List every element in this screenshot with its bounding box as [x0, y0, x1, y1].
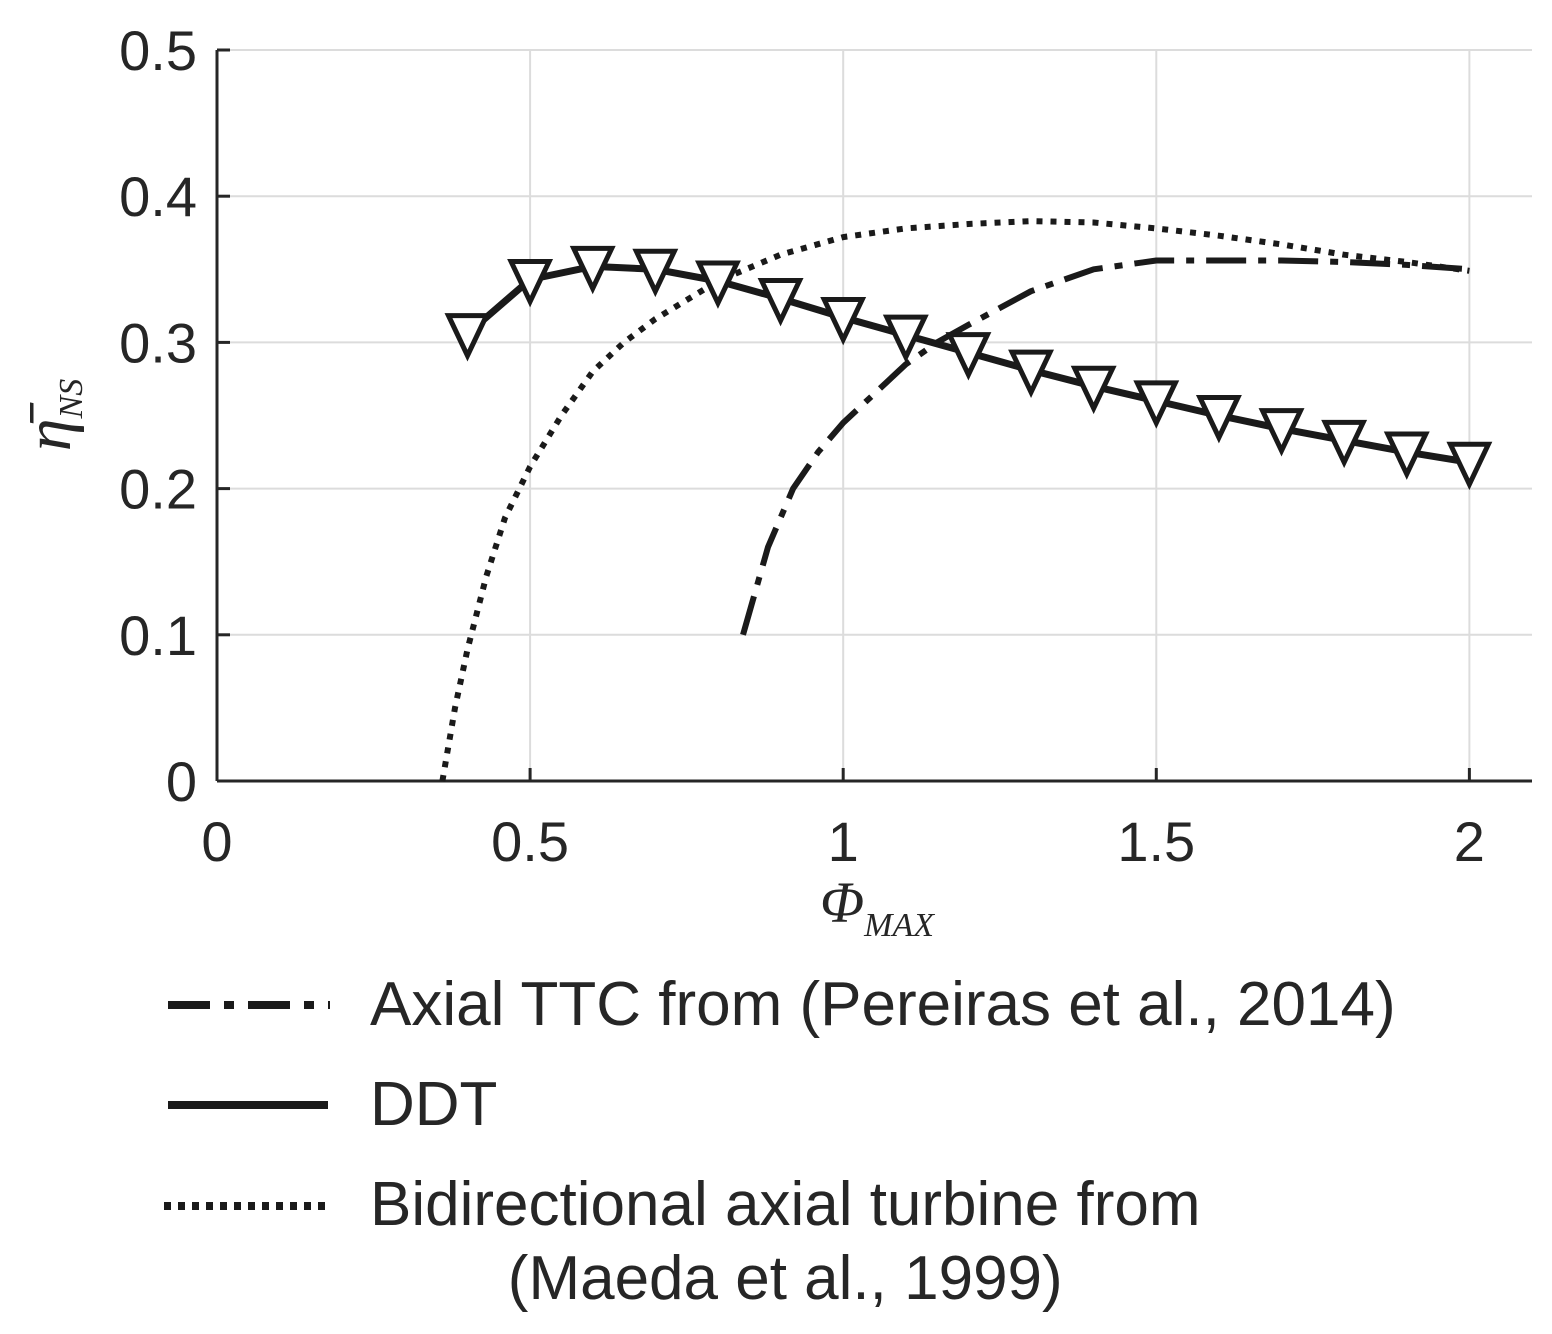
series-line-0 — [740, 257, 1470, 636]
y-tick-label-2: 0.2 — [119, 458, 197, 521]
x-tick-label-2: 1 — [828, 810, 859, 873]
x-tick-label-1: 0.5 — [491, 810, 569, 873]
ddt-marker-13 — [1258, 408, 1305, 457]
legend-label-axial-ttc: Axial TTC from (Pereiras et al., 2014) — [370, 970, 1396, 1039]
ddt-marker-10 — [1070, 365, 1117, 415]
ddt-marker-7 — [882, 314, 929, 363]
legend-swatch-solid — [168, 1101, 328, 1109]
ddt-marker-16 — [1446, 441, 1493, 491]
ddt-marker-1 — [507, 259, 554, 308]
y-axis-label: η̄NS — [12, 379, 90, 451]
ddt-marker-0 — [444, 313, 491, 362]
ddt-marker-6 — [820, 297, 867, 346]
ddt-marker-11 — [1133, 380, 1180, 429]
legend: Axial TTC from (Pereiras et al., 2014) D… — [150, 960, 1540, 1316]
grid-lines — [217, 49, 1532, 781]
y-tick-label-5: 0.5 — [119, 19, 197, 82]
y-axis-label-sub: NS — [53, 379, 90, 420]
x-axis-ticks: 0 0.5 1 1.5 2 — [201, 768, 1485, 873]
ddt-marker-9 — [1008, 349, 1055, 399]
legend-entry-ddt: DDT — [150, 1050, 1540, 1160]
ddt-marker-2 — [569, 245, 616, 295]
ddt-marker-4 — [694, 260, 741, 309]
x-axis-label-sub: MAX — [863, 907, 935, 944]
legend-label-bidirectional-line-1: Bidirectional axial turbine from — [370, 1170, 1201, 1239]
ddt-marker-8 — [945, 332, 992, 381]
y-tick-label-4: 0.4 — [119, 165, 197, 228]
x-tick-label-4: 2 — [1454, 810, 1485, 873]
axes — [215, 50, 1532, 783]
legend-entry-bidirectional: Bidirectional axial turbine from (Maeda … — [150, 1168, 1540, 1316]
y-tick-label-3: 0.3 — [119, 311, 197, 374]
x-tick-label-0: 0 — [201, 810, 232, 873]
marker-layer — [444, 245, 1493, 491]
legend-label-bidirectional: Bidirectional axial turbine from (Maeda … — [330, 1168, 1201, 1316]
legend-swatch-dash-dot — [168, 1001, 330, 1009]
ddt-marker-12 — [1195, 395, 1242, 444]
legend-label-bidirectional-line-2: (Maeda et al., 1999) — [507, 1244, 1063, 1313]
x-axis-label: ΦMAX — [820, 870, 935, 944]
chart-canvas: 0 0.5 1 1.5 2 0 0.1 0.2 0.3 0.4 0.5 ΦMAX η̄NS — [12, 19, 1532, 944]
y-axis-ticks: 0 0.1 0.2 0.3 0.4 0.5 — [119, 19, 230, 813]
x-axis-label-main: Φ — [820, 870, 864, 935]
ddt-marker-15 — [1383, 431, 1430, 480]
ddt-marker-5 — [757, 278, 804, 327]
y-tick-label-0: 0 — [166, 750, 197, 813]
series-layer — [439, 218, 1470, 782]
ddt-marker-3 — [632, 248, 679, 298]
legend-swatch-dotted — [164, 1202, 328, 1210]
ddt-marker-14 — [1321, 419, 1368, 469]
y-tick-label-1: 0.1 — [119, 604, 197, 667]
legend-entry-axial-ttc: Axial TTC from (Pereiras et al., 2014) — [150, 960, 1540, 1050]
series-line-2 — [439, 218, 1470, 782]
legend-label-ddt: DDT — [370, 1070, 498, 1139]
x-tick-label-3: 1.5 — [1117, 810, 1195, 873]
